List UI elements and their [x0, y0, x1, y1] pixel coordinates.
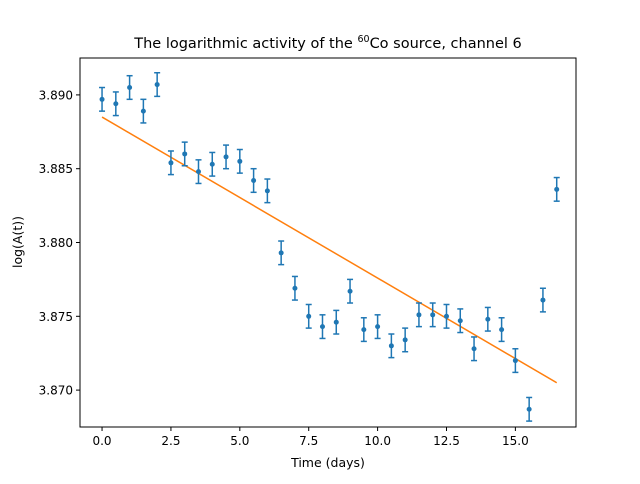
data-point	[181, 141, 188, 167]
data-point	[484, 306, 491, 332]
data-marker	[264, 188, 270, 194]
x-tick-label: 15.0	[502, 434, 529, 448]
data-marker	[526, 406, 532, 412]
data-point	[539, 287, 546, 313]
data-marker	[540, 297, 546, 303]
data-marker	[306, 313, 312, 319]
data-marker	[292, 285, 298, 291]
y-tick-label: 3.870	[39, 384, 73, 398]
data-marker	[209, 161, 215, 167]
x-tick-label: 10.0	[364, 434, 391, 448]
y-tick-label: 3.875	[39, 310, 73, 324]
data-marker	[499, 327, 505, 333]
data-point	[140, 98, 147, 124]
data-marker	[430, 312, 436, 318]
data-marker	[319, 324, 325, 330]
data-point	[223, 144, 230, 170]
data-marker	[333, 319, 339, 325]
data-point	[415, 302, 422, 328]
data-marker	[140, 108, 146, 114]
data-marker	[237, 158, 243, 164]
plot-area	[80, 58, 576, 427]
data-marker	[485, 316, 491, 322]
data-marker	[99, 96, 105, 102]
data-marker	[443, 313, 449, 319]
data-point	[374, 314, 381, 340]
data-marker	[471, 346, 477, 352]
y-axis-ticks: 3.870 3.875 3.880 3.885 3.890	[39, 88, 80, 398]
data-point	[457, 308, 464, 334]
data-point	[250, 167, 257, 194]
data-point	[319, 314, 326, 340]
y-tick-label: 3.880	[39, 236, 73, 250]
x-axis-label: Time (days)	[290, 455, 365, 470]
data-point	[443, 303, 450, 329]
x-tick-label: 5.0	[230, 434, 249, 448]
x-tick-label: 0.0	[92, 434, 111, 448]
data-marker	[375, 324, 381, 330]
y-tick-label: 3.885	[39, 162, 73, 176]
data-point	[236, 148, 243, 174]
data-marker	[278, 250, 284, 256]
data-point	[154, 72, 161, 98]
data-point	[360, 317, 367, 343]
x-tick-label: 12.5	[433, 434, 460, 448]
data-marker	[457, 318, 463, 324]
data-point	[195, 159, 202, 185]
y-tick-label: 3.890	[39, 88, 73, 102]
data-point	[333, 309, 340, 335]
data-point	[498, 317, 505, 343]
fit-line-layer	[101, 116, 558, 384]
data-point	[167, 150, 174, 176]
data-point	[99, 86, 106, 112]
data-marker	[223, 154, 229, 160]
data-point	[209, 151, 216, 177]
data-marker	[347, 288, 353, 294]
data-point	[429, 302, 436, 328]
data-point	[264, 178, 271, 204]
data-point	[388, 333, 395, 359]
data-point	[526, 396, 533, 422]
data-marker	[251, 178, 257, 184]
y-axis-label: log(A(t))	[10, 216, 25, 268]
data-marker	[113, 101, 119, 107]
data-marker	[402, 337, 408, 343]
data-marker	[388, 343, 394, 349]
data-marker	[361, 327, 367, 333]
data-marker	[195, 169, 201, 175]
data-point	[347, 278, 354, 304]
fit-line	[101, 116, 558, 384]
data-marker	[127, 85, 133, 91]
data-point	[126, 74, 133, 101]
data-point	[512, 348, 519, 374]
data-point	[402, 327, 409, 353]
data-point	[112, 91, 119, 117]
x-tick-label: 7.5	[299, 434, 318, 448]
data-marker	[416, 312, 422, 318]
x-axis-ticks: 0.0 2.5 5.0 7.5 10.0 12.5 15.0	[92, 427, 529, 448]
chart-title: The logarithmic activity of the 60Co sou…	[133, 34, 522, 52]
data-point	[471, 336, 478, 362]
data-point	[553, 176, 560, 202]
data-marker	[554, 186, 560, 192]
data-marker	[182, 151, 188, 157]
data-marker	[512, 358, 518, 364]
data-point	[278, 240, 285, 266]
data-point	[305, 303, 312, 329]
x-tick-label: 2.5	[161, 434, 180, 448]
data-marker	[154, 82, 160, 88]
data-marker	[168, 160, 174, 166]
data-points-layer	[99, 72, 560, 422]
title-superscript: 60	[357, 34, 369, 45]
data-point	[291, 275, 298, 301]
